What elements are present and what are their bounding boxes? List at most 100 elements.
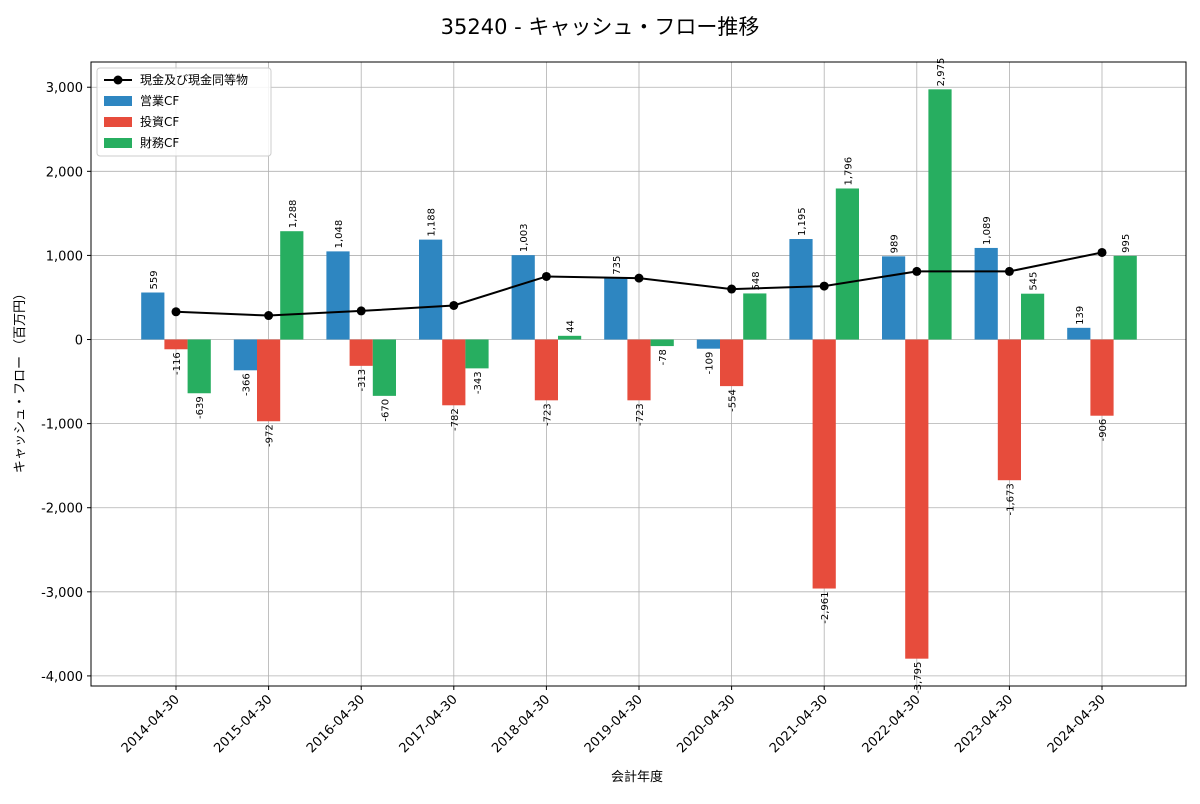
legend-label: 投資CF	[140, 114, 179, 129]
y-tick-label: 2,000	[46, 165, 83, 180]
data-label: 548	[751, 271, 762, 290]
data-label: -78	[658, 349, 669, 365]
bar-財務CF	[465, 339, 489, 369]
bar-財務CF	[743, 293, 767, 340]
x-tick-label: 2022-04-30	[860, 692, 924, 756]
data-label: 1,796	[843, 157, 854, 186]
line-layer	[171, 247, 1107, 321]
cash-point	[1097, 247, 1107, 257]
x-tick-label: 2014-04-30	[119, 692, 183, 756]
bar-財務CF	[558, 335, 582, 340]
bar-投資CF	[442, 339, 466, 406]
data-label: 995	[1121, 234, 1132, 253]
bar-財務CF	[1021, 293, 1045, 340]
chart-title: 35240 - キャッシュ・フロー推移	[441, 15, 760, 39]
y-tick-label: -1,000	[41, 418, 83, 433]
data-label: 1,195	[797, 207, 808, 236]
cash-point	[634, 273, 644, 283]
bar-営業CF	[1067, 327, 1091, 340]
y-tick-label: 1,000	[46, 249, 83, 264]
data-labels-layer: 559 -366 1,048 1,188 1,003 735 -109 1,195 989 1,0…	[149, 58, 1132, 694]
bar-財務CF	[187, 339, 211, 394]
y-tick-label: -3,000	[41, 586, 83, 601]
bar-投資CF	[812, 339, 836, 589]
bar-営業CF	[419, 239, 443, 340]
bar-投資CF	[720, 339, 744, 387]
data-label: 989	[890, 234, 901, 253]
y-tick-label: -4,000	[41, 670, 83, 685]
bar-投資CF	[627, 339, 651, 401]
data-label: 545	[1029, 272, 1040, 291]
bar-財務CF	[928, 89, 952, 340]
data-label: -3,795	[913, 662, 924, 694]
bar-営業CF	[882, 256, 906, 340]
bar-財務CF	[372, 339, 396, 396]
data-label: -366	[241, 373, 252, 396]
data-label: -554	[728, 389, 739, 412]
x-tick-label: 2023-04-30	[952, 692, 1016, 756]
bar-投資CF	[349, 339, 373, 366]
bar-営業CF	[511, 255, 535, 340]
y-tick-label: 0	[75, 334, 83, 349]
y-axis-label: キャッシュ・フロー （百万円）	[13, 287, 28, 473]
legend-marker	[113, 75, 123, 85]
data-label: 1,188	[427, 208, 438, 237]
legend-label: 現金及び現金同等物	[140, 72, 248, 87]
cash-point	[541, 271, 551, 281]
data-label: 1,003	[519, 224, 530, 253]
data-label: -109	[704, 352, 715, 375]
data-label: -670	[380, 399, 391, 422]
legend-frame	[96, 67, 272, 157]
bar-営業CF	[974, 247, 998, 340]
cash-point	[727, 284, 737, 294]
bar-投資CF	[1090, 339, 1114, 416]
legend-label: 財務CF	[140, 135, 179, 150]
legend-swatch	[104, 138, 132, 148]
bar-投資CF	[257, 339, 281, 422]
cash-point	[819, 281, 829, 291]
x-tick-label: 2024-04-30	[1045, 692, 1109, 756]
data-label: -972	[265, 424, 276, 447]
cash-point	[171, 307, 181, 317]
y-tick-label: 3,000	[46, 81, 83, 96]
bar-財務CF	[650, 339, 674, 347]
bar-投資CF	[997, 339, 1021, 481]
bar-財務CF	[835, 188, 859, 340]
bar-投資CF	[905, 339, 929, 659]
data-label: 2,975	[936, 58, 947, 87]
data-label: 44	[566, 320, 577, 333]
x-tick-label: 2016-04-30	[304, 692, 368, 756]
data-label: -906	[1098, 419, 1109, 442]
bar-投資CF	[164, 339, 188, 350]
data-label: -1,673	[1005, 483, 1016, 515]
bar-財務CF	[1113, 255, 1137, 340]
bar-営業CF	[326, 251, 350, 340]
bar-財務CF	[280, 231, 304, 340]
cash-point	[356, 306, 366, 316]
cash-point	[264, 311, 274, 321]
x-tick-label: 2019-04-30	[582, 692, 646, 756]
bar-営業CF	[696, 339, 720, 349]
data-label: -782	[450, 408, 461, 431]
x-tick-label: 2021-04-30	[767, 692, 831, 756]
x-axis-label: 会計年度	[611, 769, 663, 785]
legend-swatch	[104, 96, 132, 106]
data-label: 139	[1075, 306, 1086, 325]
data-label: -2,961	[820, 592, 831, 624]
bars-layer	[141, 89, 1137, 659]
data-label: 1,048	[334, 220, 345, 249]
plot-frame	[90, 61, 1187, 687]
bar-営業CF	[141, 292, 165, 340]
x-tick-label: 2020-04-30	[674, 692, 738, 756]
cash-point	[912, 266, 922, 276]
data-label: 1,089	[982, 216, 993, 245]
data-label: -639	[195, 396, 206, 419]
data-label: 559	[149, 270, 160, 289]
x-tick-label: 2017-04-30	[397, 692, 461, 756]
legend-swatch	[104, 117, 132, 127]
data-label: -343	[473, 371, 484, 394]
data-label: 735	[612, 256, 623, 275]
legend-label: 営業CF	[140, 94, 179, 108]
data-label: 1,288	[288, 200, 299, 229]
